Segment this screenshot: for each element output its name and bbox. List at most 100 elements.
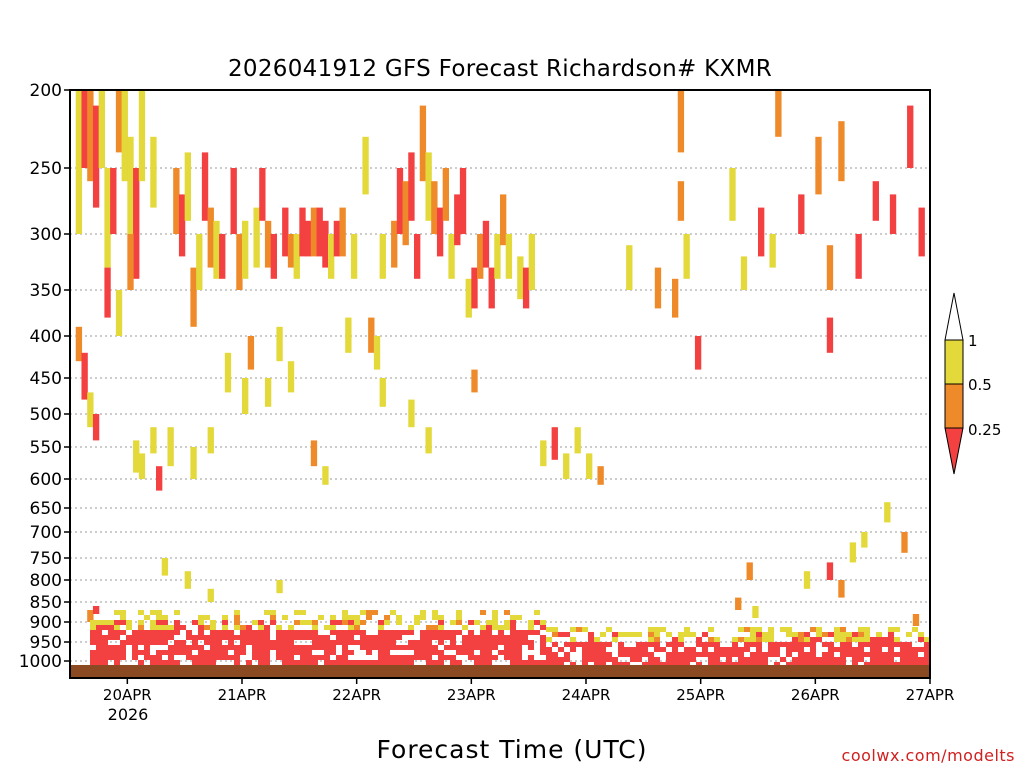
surface-cell bbox=[252, 645, 258, 650]
surface-cell bbox=[306, 635, 312, 640]
surface-cell bbox=[288, 660, 294, 665]
surface-cell bbox=[726, 647, 732, 652]
surface-cell bbox=[756, 642, 762, 647]
surface-cell bbox=[822, 657, 828, 662]
surface-cell bbox=[210, 660, 216, 665]
surface-cell bbox=[90, 625, 96, 630]
surface-cell bbox=[816, 637, 822, 642]
surface-cell bbox=[558, 657, 564, 662]
surface-cell bbox=[384, 620, 390, 625]
surface-cell bbox=[396, 660, 402, 665]
surface-cell bbox=[822, 662, 828, 667]
surface-cell bbox=[144, 630, 150, 635]
surface-cell bbox=[582, 647, 588, 652]
ground-strip bbox=[70, 665, 930, 678]
surface-cell bbox=[210, 655, 216, 660]
surface-cell bbox=[624, 662, 630, 667]
surface-cell bbox=[456, 650, 462, 655]
surface-cell bbox=[426, 645, 432, 650]
surface-cell bbox=[870, 652, 876, 657]
surface-cell bbox=[888, 662, 894, 667]
heatmap-cell bbox=[201, 152, 209, 221]
surface-cell bbox=[780, 657, 786, 662]
surface-cell bbox=[672, 642, 678, 647]
credit-link[interactable]: coolwx.com/modelts bbox=[842, 746, 1015, 765]
surface-cell bbox=[720, 662, 726, 667]
surface-cell bbox=[342, 620, 348, 625]
surface-cell bbox=[174, 625, 180, 630]
heatmap-cell bbox=[459, 168, 467, 234]
surface-cell bbox=[378, 660, 384, 665]
heatmap-cell bbox=[276, 580, 283, 594]
heatmap-cell bbox=[322, 220, 329, 268]
surface-cell bbox=[114, 620, 120, 625]
surface-cell bbox=[198, 645, 204, 650]
surface-cell bbox=[678, 652, 684, 657]
surface-cell bbox=[432, 650, 438, 655]
surface-cell bbox=[300, 660, 306, 665]
y-tick-label: 750 bbox=[30, 549, 62, 569]
surface-cell bbox=[534, 630, 540, 635]
surface-cell bbox=[408, 625, 414, 630]
surface-cell bbox=[618, 647, 624, 652]
surface-cell bbox=[462, 645, 468, 650]
surface-cell bbox=[372, 660, 378, 665]
heatmap-cell bbox=[436, 207, 444, 257]
surface-cell bbox=[168, 625, 174, 630]
surface-cell bbox=[642, 647, 648, 652]
surface-cell bbox=[564, 652, 570, 657]
surface-cell bbox=[870, 662, 876, 667]
surface-cell bbox=[258, 640, 264, 645]
surface-cell bbox=[672, 647, 678, 652]
surface-cell bbox=[726, 662, 732, 667]
surface-cell bbox=[324, 625, 330, 630]
surface-cell bbox=[474, 660, 480, 665]
surface-cell bbox=[636, 657, 642, 662]
heatmap-cell bbox=[677, 181, 685, 221]
surface-cell bbox=[258, 660, 264, 665]
surface-cell bbox=[240, 625, 246, 630]
surface-cell bbox=[102, 645, 108, 650]
surface-cell bbox=[354, 625, 360, 630]
surface-cell bbox=[654, 662, 660, 667]
surface-cell bbox=[804, 637, 810, 642]
surface-cell bbox=[306, 620, 312, 625]
surface-cell bbox=[780, 627, 786, 632]
surface-cell bbox=[480, 625, 486, 630]
heatmap-cell bbox=[758, 207, 765, 257]
surface-cell bbox=[828, 632, 834, 637]
surface-cell bbox=[630, 632, 636, 637]
heatmap-cell bbox=[901, 532, 908, 553]
surface-cell bbox=[240, 640, 246, 645]
surface-cell bbox=[438, 640, 444, 645]
surface-cell bbox=[216, 650, 222, 655]
surface-cell bbox=[504, 650, 510, 655]
surface-cell bbox=[486, 660, 492, 665]
heatmap-cell bbox=[276, 326, 283, 362]
surface-cell bbox=[606, 627, 612, 632]
surface-cell bbox=[342, 635, 348, 640]
heatmap-cell bbox=[81, 90, 88, 168]
surface-cell bbox=[162, 650, 168, 655]
surface-cell bbox=[876, 647, 882, 652]
surface-cell bbox=[498, 625, 504, 630]
surface-cell bbox=[234, 615, 240, 620]
surface-cell bbox=[402, 645, 408, 650]
surface-cell bbox=[90, 635, 96, 640]
surface-cell bbox=[624, 632, 630, 637]
surface-cell bbox=[732, 637, 738, 642]
surface-cell bbox=[174, 640, 180, 645]
surface-cell bbox=[816, 627, 822, 632]
surface-cell bbox=[102, 635, 108, 640]
surface-cell bbox=[324, 660, 330, 665]
surface-cell bbox=[348, 660, 354, 665]
surface-cell bbox=[846, 642, 852, 647]
surface-cell bbox=[612, 637, 618, 642]
surface-cell bbox=[708, 627, 714, 632]
heatmap-cell bbox=[448, 234, 455, 279]
heatmap-cell bbox=[391, 220, 398, 268]
surface-cell bbox=[918, 657, 924, 662]
surface-cell bbox=[690, 652, 696, 657]
surface-cell bbox=[348, 615, 354, 620]
